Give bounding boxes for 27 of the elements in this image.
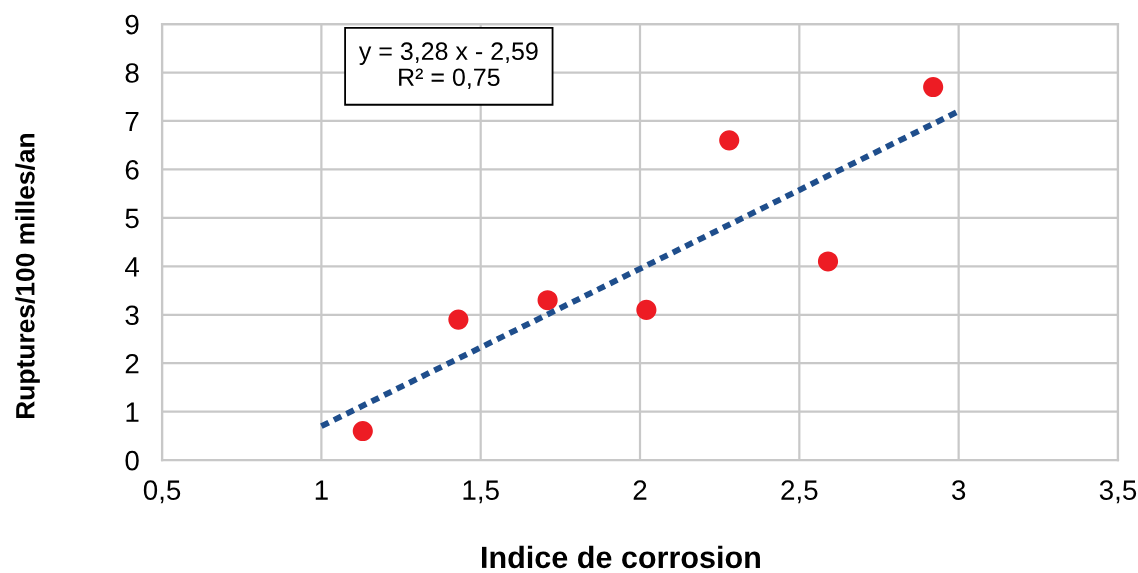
- point: [448, 309, 469, 330]
- y-axis-title: Ruptures/100 milles/an: [15, 134, 40, 419]
- y-tick-label: 6: [125, 160, 139, 180]
- x-tick-label: 2: [633, 480, 647, 500]
- point: [352, 420, 373, 442]
- y-tick-label: 2: [125, 353, 139, 374]
- x-tick-label: 2,5: [781, 480, 818, 504]
- point: [636, 299, 657, 320]
- x-tick-label: 3,5: [1099, 480, 1137, 504]
- y-tick-label: 9: [125, 14, 139, 35]
- point: [923, 76, 944, 98]
- point: [537, 290, 558, 311]
- y-tick-label: 8: [125, 63, 139, 83]
- x-axis-title: Indice de corrosion: [482, 545, 760, 569]
- y-tick-label: 4: [125, 257, 140, 277]
- x-tick-label: 1: [315, 480, 328, 500]
- point: [719, 130, 740, 151]
- y-tick-label: 3: [125, 305, 139, 326]
- x-tick-label: 3: [951, 480, 966, 500]
- y-tick-label: 1: [126, 402, 139, 422]
- y-tick-label: 7: [125, 111, 139, 132]
- y-tick-label: 0: [125, 450, 139, 471]
- x-tick-label: 0,5: [143, 480, 181, 504]
- annotation: y = 3,28 x - 2,59 R² = 0,75: [358, 42, 538, 90]
- x-tick-label: 1,5: [463, 480, 499, 504]
- point: [817, 251, 839, 272]
- y-tick-label: 5: [125, 208, 139, 229]
